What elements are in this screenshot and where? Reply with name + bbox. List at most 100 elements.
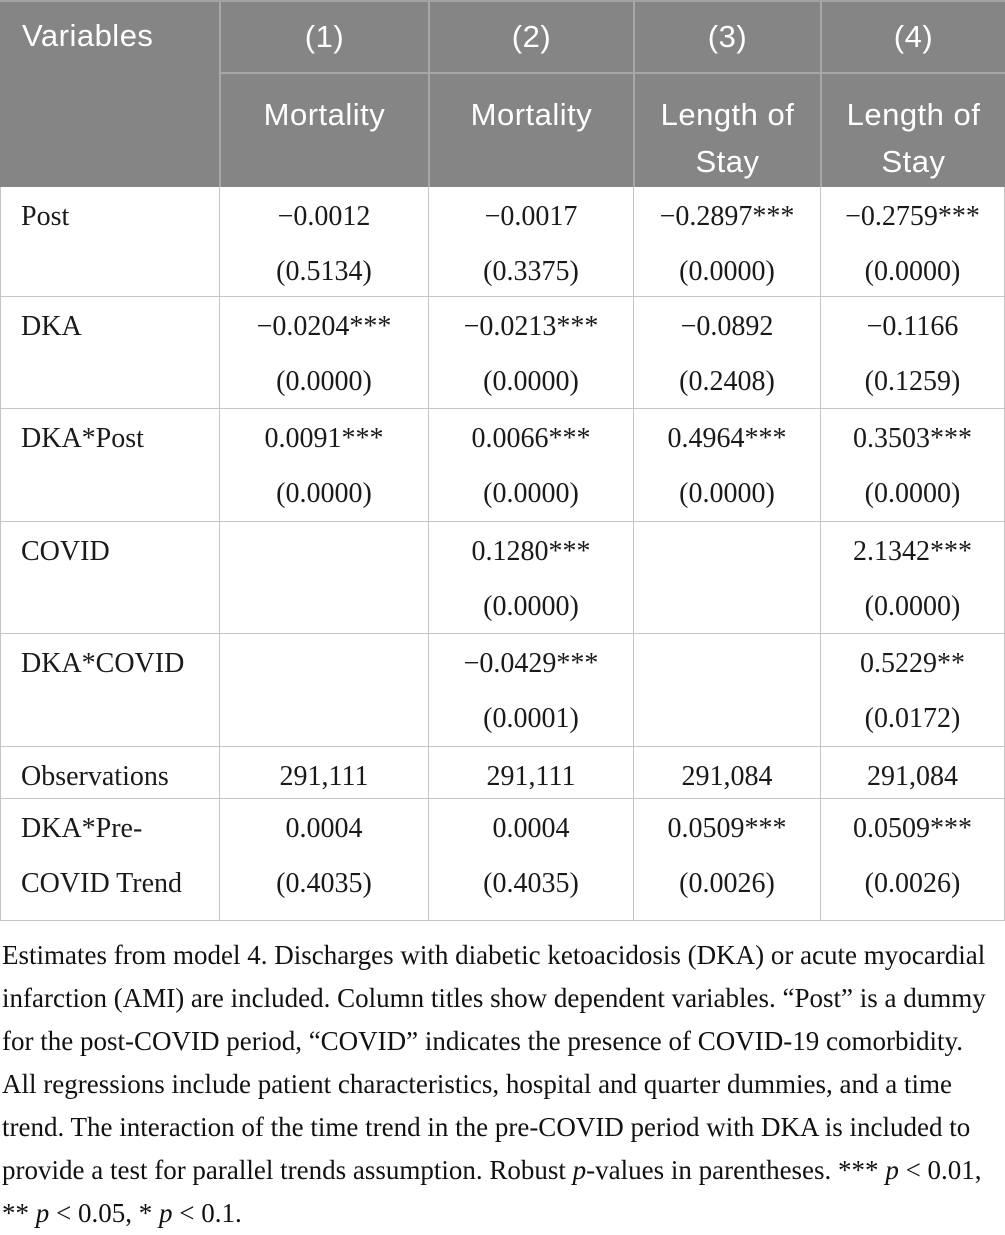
estimate-value: −0.2759*** bbox=[845, 201, 980, 232]
table-notes: Estimates from model 4. Discharges with … bbox=[2, 940, 986, 1228]
p-value: (0.0001) bbox=[483, 703, 579, 734]
value-cell: 0.0004 (0.4035) bbox=[428, 799, 633, 921]
col-title: Length of Stay bbox=[660, 97, 795, 179]
value-cell: 291,084 bbox=[820, 747, 1005, 799]
p-value: (0.2408) bbox=[679, 366, 775, 397]
p-value: (0.0172) bbox=[864, 703, 961, 734]
value-cell: 0.0066*** (0.0000) bbox=[428, 409, 633, 522]
estimate-value: −0.0017 bbox=[484, 201, 578, 232]
col-header-title-2: Mortality bbox=[428, 72, 633, 187]
p-value: (0.3375) bbox=[483, 256, 579, 287]
value-cell: −0.0213*** (0.0000) bbox=[428, 297, 633, 409]
p-value: (0.4035) bbox=[276, 868, 372, 899]
value-cell: 0.4964*** (0.0000) bbox=[633, 409, 820, 522]
value-cell: −0.2759*** (0.0000) bbox=[820, 187, 1005, 297]
p-value: (0.0000) bbox=[864, 591, 961, 622]
p-value: (0.0000) bbox=[864, 256, 961, 287]
estimate-value: 0.4964*** bbox=[667, 423, 787, 454]
p-value: (0.0000) bbox=[483, 366, 579, 397]
value-cell: 291,111 bbox=[428, 747, 633, 799]
estimate-value: 291,111 bbox=[486, 761, 576, 792]
variables-label: Variables bbox=[22, 18, 154, 53]
col-title: Mortality bbox=[263, 97, 386, 132]
estimate-value: 291,084 bbox=[867, 761, 958, 792]
value-cell: −0.0892 (0.2408) bbox=[633, 297, 820, 409]
estimate-value: −0.2897*** bbox=[659, 201, 795, 232]
row-label-post: Post bbox=[0, 187, 219, 297]
row-label-observations: Observations bbox=[0, 747, 219, 799]
estimate-value: 0.0004 bbox=[285, 813, 363, 844]
row-label-dka: DKA bbox=[0, 297, 219, 409]
value-cell bbox=[633, 522, 820, 634]
col-header-number-1: (1) bbox=[219, 2, 428, 72]
value-cell: 0.3503*** (0.0000) bbox=[820, 409, 1005, 522]
value-cell: −0.0204*** (0.0000) bbox=[219, 297, 428, 409]
p-value: (0.1259) bbox=[864, 366, 961, 397]
value-cell: −0.2897*** (0.0000) bbox=[633, 187, 820, 297]
estimate-value: −0.0892 bbox=[680, 311, 774, 342]
row-label-dka-precovid-trend: DKA*Pre-COVID Trend bbox=[0, 799, 219, 921]
estimate-value: 2.1342*** bbox=[853, 536, 972, 567]
estimate-value: −0.0213*** bbox=[463, 311, 599, 342]
value-cell: −0.0429*** (0.0001) bbox=[428, 634, 633, 747]
estimate-value: 0.1280*** bbox=[471, 536, 591, 567]
value-cell: −0.0012 (0.5134) bbox=[219, 187, 428, 297]
estimate-value: 0.0091*** bbox=[264, 423, 384, 454]
estimate-value: 0.5229** bbox=[860, 648, 965, 679]
estimate-value: 291,084 bbox=[681, 761, 773, 792]
col-header-number-2: (2) bbox=[428, 2, 633, 72]
estimate-value: −0.0429*** bbox=[463, 648, 599, 679]
value-cell: 291,084 bbox=[633, 747, 820, 799]
p-value: (0.0000) bbox=[483, 478, 579, 509]
estimate-value: −0.0012 bbox=[277, 201, 371, 232]
value-cell bbox=[219, 634, 428, 747]
p-value: (0.0000) bbox=[679, 256, 775, 287]
p-value: (0.0000) bbox=[276, 478, 372, 509]
row-label-dka-post: DKA*Post bbox=[0, 409, 219, 522]
value-cell: 2.1342*** (0.0000) bbox=[820, 522, 1005, 634]
col-number: (2) bbox=[511, 19, 552, 54]
estimate-value: 0.0509*** bbox=[853, 813, 972, 844]
col-header-number-3: (3) bbox=[633, 2, 820, 72]
value-cell: 0.1280*** (0.0000) bbox=[428, 522, 633, 634]
p-value: (0.4035) bbox=[483, 868, 579, 899]
p-value: (0.0026) bbox=[864, 868, 961, 899]
estimate-value: −0.1166 bbox=[866, 311, 959, 342]
value-cell bbox=[219, 522, 428, 634]
value-cell bbox=[633, 634, 820, 747]
col-header-title-1: Mortality bbox=[219, 72, 428, 187]
estimate-value: 291,111 bbox=[279, 761, 369, 792]
col-header-number-4: (4) bbox=[820, 2, 1005, 72]
value-cell: 0.0091*** (0.0000) bbox=[219, 409, 428, 522]
col-number: (4) bbox=[893, 19, 934, 54]
estimate-value: 0.0004 bbox=[492, 813, 570, 844]
p-value: (0.0026) bbox=[679, 868, 775, 899]
estimate-value: 0.0509*** bbox=[667, 813, 787, 844]
estimate-value: 0.3503*** bbox=[853, 423, 972, 454]
p-value: (0.0000) bbox=[276, 366, 372, 397]
estimate-value: −0.0204*** bbox=[256, 311, 392, 342]
value-cell: 291,111 bbox=[219, 747, 428, 799]
regression-table: Variables (1) (2) (3) (4) Mortality Mort… bbox=[0, 0, 1005, 921]
header-corner-variables: Variables bbox=[0, 2, 219, 187]
value-cell: −0.0017 (0.3375) bbox=[428, 187, 633, 297]
estimate-value: 0.0066*** bbox=[471, 423, 591, 454]
col-number: (1) bbox=[304, 19, 345, 54]
p-value: (0.5134) bbox=[276, 256, 372, 287]
col-header-title-4: Length of Stay bbox=[820, 72, 1005, 187]
p-value: (0.0000) bbox=[483, 591, 579, 622]
value-cell: 0.5229** (0.0172) bbox=[820, 634, 1005, 747]
p-value: (0.0000) bbox=[864, 478, 961, 509]
col-header-title-3: Length of Stay bbox=[633, 72, 820, 187]
col-number: (3) bbox=[707, 19, 748, 54]
value-cell: 0.0509*** (0.0026) bbox=[820, 799, 1005, 921]
value-cell: −0.1166 (0.1259) bbox=[820, 297, 1005, 409]
col-title: Mortality bbox=[470, 97, 593, 132]
p-value: (0.0000) bbox=[679, 478, 775, 509]
value-cell: 0.0509*** (0.0026) bbox=[633, 799, 820, 921]
value-cell: 0.0004 (0.4035) bbox=[219, 799, 428, 921]
row-label-covid: COVID bbox=[0, 522, 219, 634]
col-title: Length of Stay bbox=[846, 97, 981, 179]
row-label-dka-covid: DKA*COVID bbox=[0, 634, 219, 747]
